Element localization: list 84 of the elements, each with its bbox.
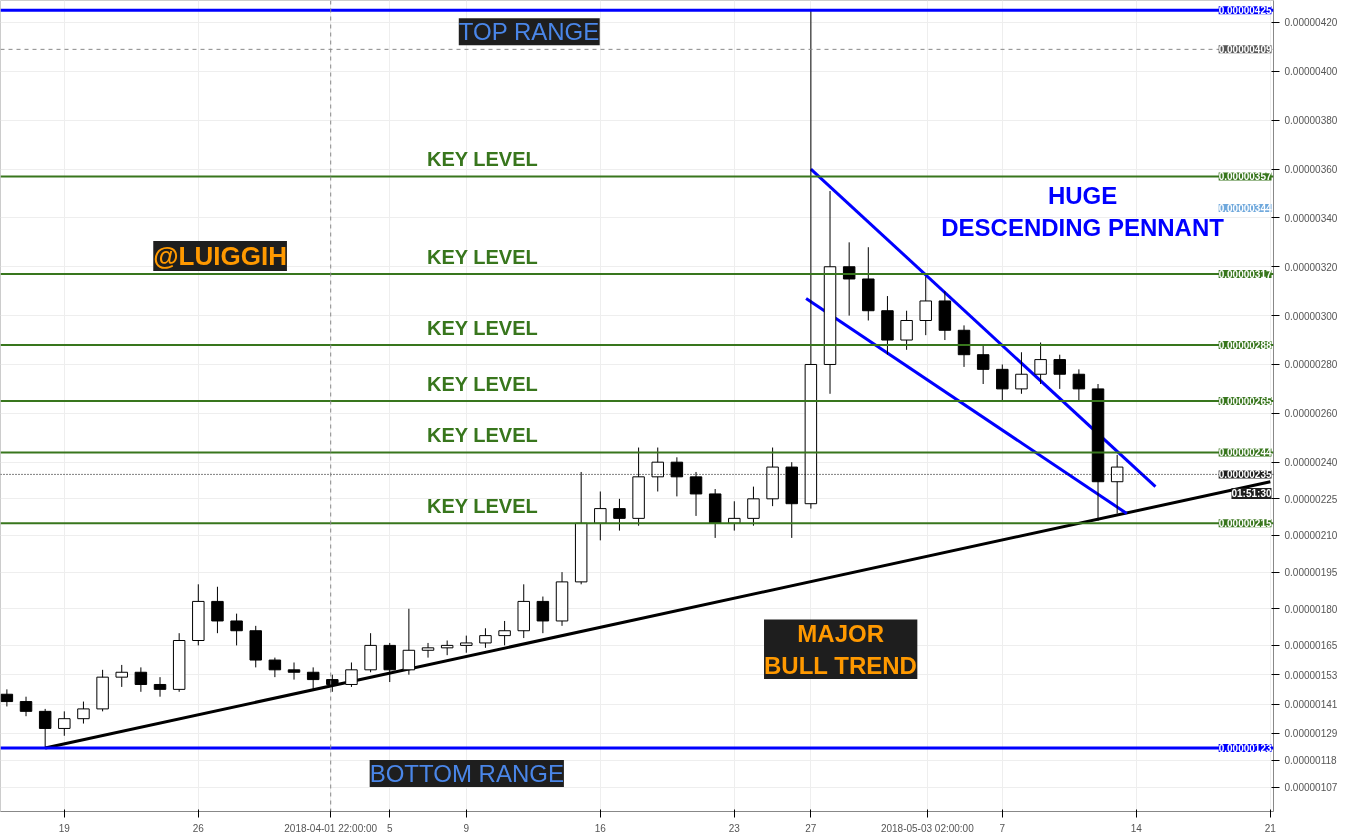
y-tick-label: 0.00000225 (1284, 493, 1338, 505)
candlestick (306, 666, 320, 690)
candlestick (58, 710, 71, 737)
candlestick (134, 666, 148, 693)
x-tick-label: 14 (1130, 822, 1143, 834)
candlestick (287, 661, 301, 681)
candlestick (1053, 354, 1066, 390)
annotation: MAJOR BULL TREND (764, 619, 917, 679)
ref-line-label: KEY LEVEL (426, 148, 538, 171)
candlestick (594, 491, 607, 541)
y-tick-label: 0.00000300 (1284, 310, 1338, 322)
candlestick (421, 642, 435, 659)
candlestick (479, 627, 492, 649)
candlestick (402, 608, 416, 676)
ref-line-label: KEY LEVEL (426, 316, 538, 339)
y-tick-label: 0.00000210 (1284, 530, 1338, 542)
ref-line-label: KEY LEVEL (426, 246, 538, 269)
y-tick-label: 0.00000153 (1284, 669, 1338, 681)
y-tick-label: 0.00000107 (1284, 782, 1338, 794)
candlestick (268, 657, 282, 678)
candlestick (1015, 351, 1028, 395)
y-tick-label: 0.00000129 (1284, 728, 1338, 740)
x-tick-label: 19 (58, 822, 71, 834)
candlestick (536, 596, 550, 634)
y-tick-label: 0.00000320 (1284, 261, 1338, 273)
x-tick-label: 16 (594, 822, 607, 834)
x-tick-label: 2018-05-03 02:00:00 (880, 822, 975, 834)
candlestick (19, 696, 33, 717)
annotation: 0.00000425 (1218, 5, 1272, 17)
ref-line-label: TOP RANGE (458, 18, 600, 46)
candlestick (498, 620, 511, 646)
y-tick-label: 0.00000420 (1284, 17, 1338, 29)
ref-line-label: BOTTOM RANGE (369, 759, 564, 787)
x-tick-label: 26 (192, 822, 205, 834)
annotation: 0.00000288 (1218, 339, 1272, 351)
y-tick-label: 0.00000340 (1284, 212, 1338, 224)
annotation: 01:51:30 (1231, 488, 1272, 500)
y-tick-label: 0.00000380 (1284, 115, 1338, 127)
x-tick-label: 21 (1264, 822, 1277, 834)
y-tick-label: 0.00000180 (1284, 603, 1338, 615)
candlestick (996, 363, 1009, 402)
annotation: 0.00000215 (1218, 518, 1272, 530)
x-tick-label: 5 (386, 822, 393, 834)
y-tick-label: 0.00000240 (1284, 457, 1338, 469)
candlestick (1034, 341, 1047, 385)
y-tick-label: 0.00000195 (1284, 567, 1338, 579)
annotation: 0.00000409 (1218, 44, 1272, 56)
annotation: 0.00000317 (1218, 269, 1272, 281)
annotation: 0.00000344 (1218, 203, 1272, 215)
candlestick (976, 344, 990, 385)
y-tick-label: 0.00000260 (1284, 408, 1338, 420)
candlestick (211, 586, 224, 634)
candlestick (919, 276, 932, 336)
y-tick-label: 0.00000141 (1284, 699, 1338, 711)
x-tick-label: 2018-04-01 22:00:00 (284, 822, 378, 834)
candlestick (613, 498, 626, 532)
x-tick-label: 27 (805, 822, 817, 834)
candlestick (1072, 368, 1086, 402)
candlestick (153, 676, 167, 698)
y-tick-label: 0.00000280 (1284, 359, 1338, 371)
annotation: 0.00000244 (1218, 447, 1272, 459)
ref-line-label: KEY LEVEL (426, 373, 538, 396)
candlestick (900, 310, 913, 351)
annotation: 0.00000357 (1218, 171, 1272, 183)
annotation: 0.00000235 (1218, 469, 1272, 481)
x-tick-label: 23 (728, 822, 741, 834)
candlestick (0, 688, 14, 707)
candlestick (747, 486, 760, 527)
x-tick-label: 7 (999, 822, 1006, 834)
annotation: @LUIGGIH (153, 240, 287, 271)
candlestick (38, 708, 52, 749)
x-tick-label: 9 (463, 822, 470, 834)
y-tick-label: 0.00000400 (1284, 66, 1338, 78)
annotation: 0.00000265 (1218, 396, 1272, 408)
candlestick (77, 701, 90, 725)
y-tick-label: 0.00000118 (1284, 755, 1338, 767)
ref-line-label: KEY LEVEL (426, 424, 538, 447)
candlestick (230, 613, 243, 646)
y-tick-label: 0.00000360 (1284, 164, 1338, 176)
annotation: 0.00000123 (1218, 742, 1272, 754)
candlestick (345, 661, 358, 688)
ref-line-label: KEY LEVEL (426, 495, 538, 518)
candlestick (115, 664, 128, 688)
y-tick-label: 0.00000165 (1284, 640, 1338, 652)
